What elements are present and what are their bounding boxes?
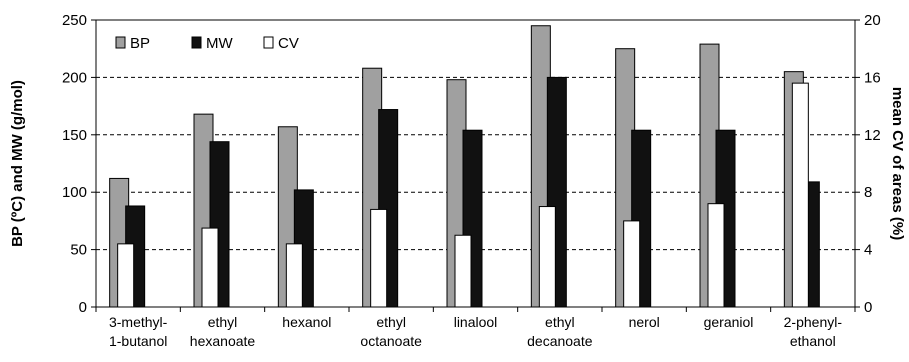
bar-cv [707,203,725,308]
category-label: geraniol [704,314,754,330]
bar-cv [538,206,556,308]
legend: BP MW CV [115,35,299,52]
category-label: 2-phenyl-ethanol [784,314,843,349]
legend-label-bp: BP [130,35,150,52]
left-tick-label: 250 [62,12,87,29]
legend-swatch-mw [191,36,202,49]
bars [109,25,820,308]
left-axis-title: BP (ºC) and MW (g/mol) [9,80,26,247]
category-label: ethyl decanoate [527,314,593,349]
bar-cv [454,234,472,308]
left-tick-label: 0 [79,299,87,316]
category-label: ethyl octanoate [360,314,422,349]
legend-label-mw: MW [206,35,233,52]
right-tick-label: 4 [864,242,872,259]
bar-cv [370,208,388,308]
axes [91,19,860,312]
category-label: linalool [454,314,498,330]
category-label: nerol [629,314,660,330]
right-tick-label: 0 [864,299,872,316]
bar-cv [117,243,135,308]
left-tick-label: 150 [62,127,87,144]
right-axis-title: mean CV of areas (%) [889,87,906,240]
category-labels: 3-methyl-1-butanol ethyl hexanoate hexanol e… [109,314,842,349]
category-label: 3-methyl-1-butanol [109,314,168,349]
right-tick-label: 12 [864,127,881,144]
legend-swatch-bp [115,36,126,49]
left-tick-label: 200 [62,69,87,86]
category-label: hexanol [282,314,331,330]
right-tick-label: 16 [864,69,881,86]
left-tick-label: 50 [70,242,87,259]
legend-label-cv: CV [278,35,299,52]
bar-cv [285,243,303,308]
tick-labels: 0 50 100 150 200 250 0 4 8 12 16 20 [62,12,881,316]
bar-cv [791,82,809,308]
right-tick-label: 8 [864,184,872,201]
bar-cv [623,220,641,308]
right-tick-label: 20 [864,12,881,29]
bar-cv [201,227,219,308]
category-label: ethyl hexanoate [190,314,256,349]
left-tick-label: 100 [62,184,87,201]
legend-swatch-cv [263,36,274,49]
